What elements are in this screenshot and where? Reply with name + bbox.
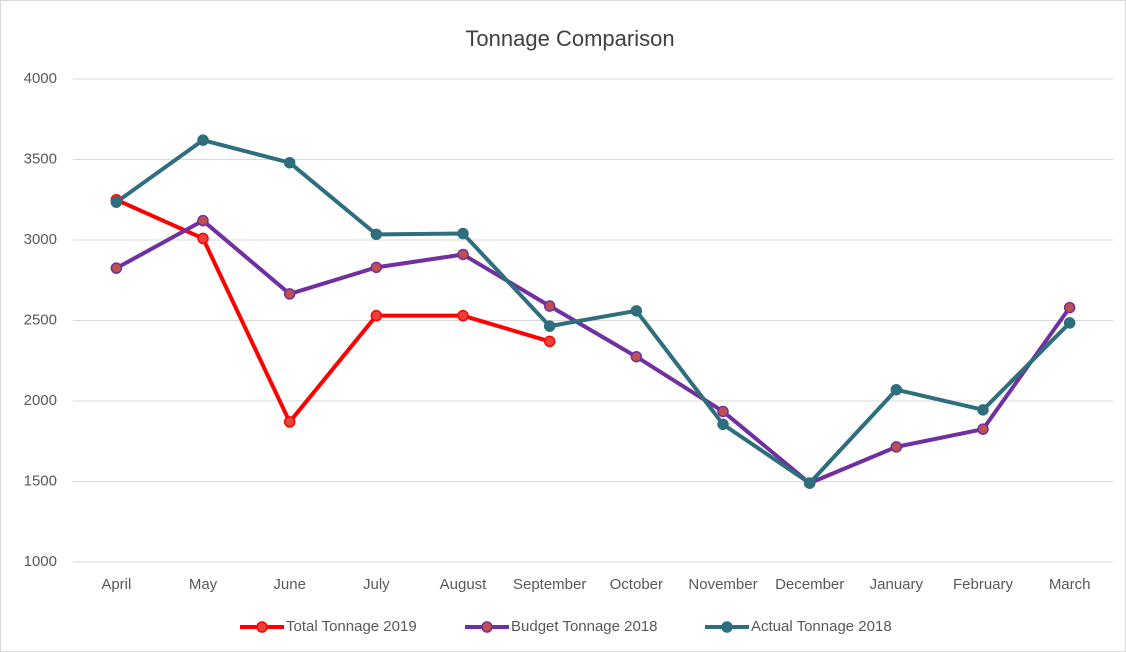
data-point [370, 228, 383, 241]
series-line [115, 197, 551, 424]
data-point [630, 350, 643, 363]
data-point [890, 383, 903, 396]
y-tick-label: 2500 [24, 311, 57, 328]
data-point [457, 248, 469, 261]
data-point [543, 320, 556, 332]
data-point [370, 261, 383, 274]
data-point [110, 196, 123, 208]
x-tick-label: September [513, 576, 586, 593]
y-tick-label: 3500 [24, 150, 57, 167]
x-tick-label: August [440, 576, 488, 593]
y-tick-label: 1000 [24, 553, 57, 570]
x-tick-label: December [775, 576, 844, 593]
data-point [1063, 301, 1076, 314]
x-tick-label: November [688, 576, 757, 593]
x-tick-label: June [273, 576, 306, 593]
data-point [197, 214, 209, 227]
data-point [977, 404, 989, 416]
data-point [197, 134, 209, 146]
y-tick-label: 1500 [24, 472, 57, 489]
x-tick-label: February [953, 576, 1014, 593]
data-point [283, 416, 296, 428]
data-point [543, 335, 556, 348]
y-tick-label: 3000 [24, 231, 57, 248]
data-point [630, 305, 643, 317]
legend-label: Total Tonnage 2019 [286, 618, 417, 635]
data-point [977, 423, 989, 435]
data-point [890, 441, 903, 453]
data-point [283, 156, 296, 169]
legend-label: Actual Tonnage 2018 [751, 618, 892, 635]
x-tick-label: July [363, 576, 390, 593]
legend-marker [481, 621, 493, 633]
data-point [1063, 317, 1076, 329]
data-point [717, 418, 729, 431]
data-point [457, 309, 469, 322]
legend-label: Budget Tonnage 2018 [511, 618, 658, 635]
legend-marker [721, 621, 733, 633]
x-tick-label: April [101, 576, 131, 593]
data-point [370, 309, 383, 322]
data-point [717, 405, 729, 418]
series-line [115, 138, 1072, 486]
x-tick-label: May [189, 576, 218, 593]
series-line [115, 218, 1072, 486]
x-tick-label: March [1049, 576, 1091, 593]
y-tick-label: 4000 [24, 70, 57, 87]
x-tick-label: January [870, 576, 924, 593]
data-point [197, 232, 209, 245]
data-point [457, 227, 469, 240]
data-point [283, 288, 296, 300]
legend-marker [256, 621, 268, 633]
data-point [543, 300, 556, 312]
x-tick-label: October [610, 576, 663, 593]
data-point [803, 477, 816, 489]
data-point [110, 262, 123, 274]
chart-title: Tonnage Comparison [465, 26, 674, 51]
y-tick-label: 2000 [24, 392, 57, 409]
